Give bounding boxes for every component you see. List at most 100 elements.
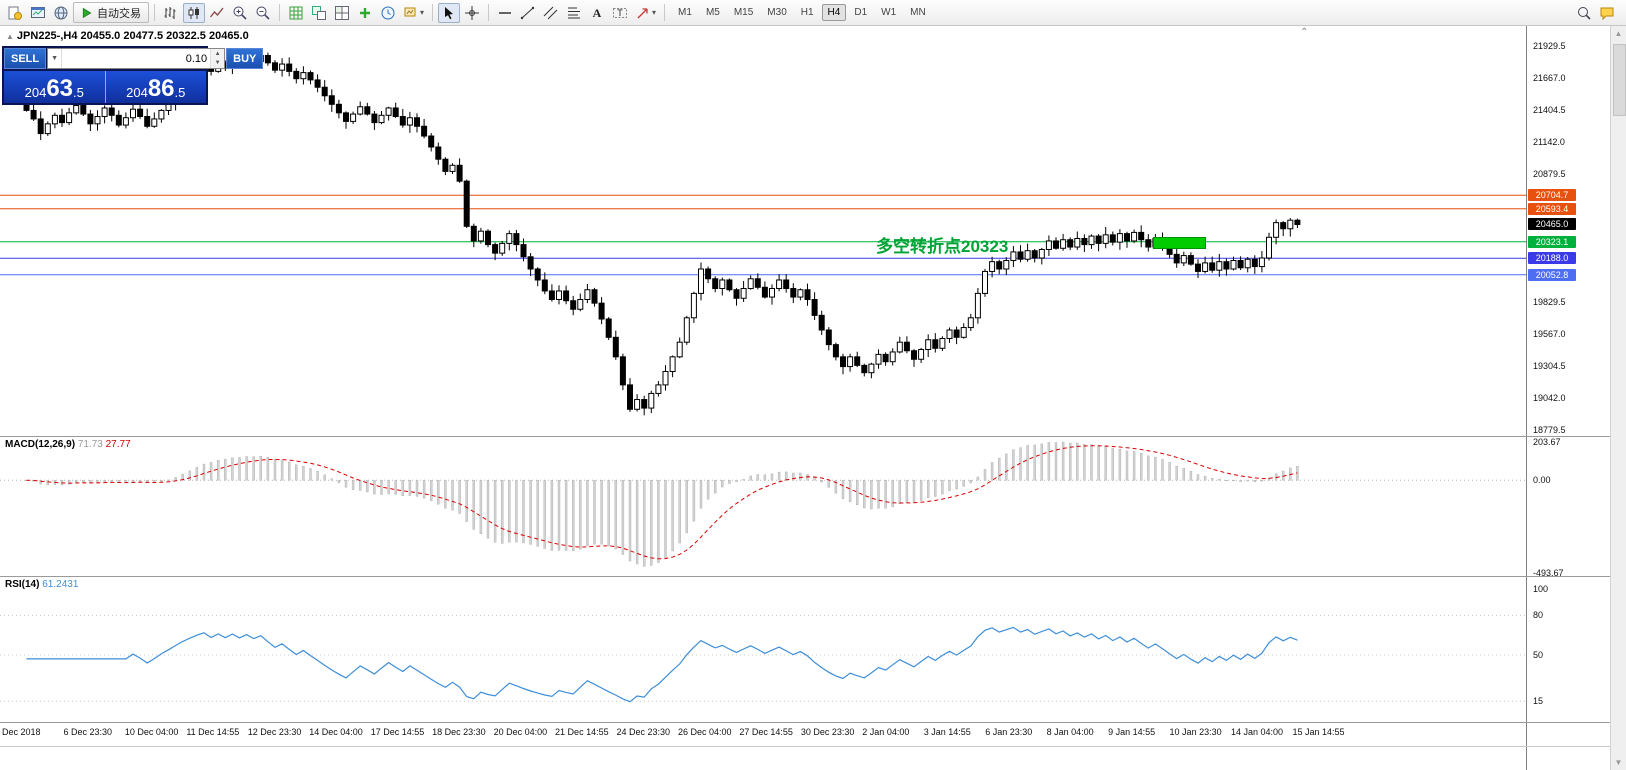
crosshair-icon bbox=[465, 5, 480, 20]
time-label: 20 Dec 04:00 bbox=[493, 727, 548, 737]
chart-annotation-text[interactable]: 多空转折点20323 bbox=[876, 237, 1009, 256]
new-chart-button[interactable] bbox=[27, 3, 49, 23]
text-button[interactable]: A bbox=[586, 3, 608, 23]
bar-chart-button[interactable] bbox=[160, 3, 182, 23]
timeframe-m15[interactable]: M15 bbox=[733, 7, 754, 18]
scrollbar-thumb[interactable] bbox=[1613, 44, 1626, 116]
time-label: 18 Dec 23:30 bbox=[432, 727, 486, 737]
algo-trading-label: 自动交易 bbox=[97, 7, 141, 20]
volume-dropdown-icon[interactable]: ▼ bbox=[48, 49, 63, 68]
volume-input[interactable] bbox=[62, 49, 211, 68]
price-chart-canvas[interactable] bbox=[0, 26, 1526, 436]
toolbar-separator bbox=[488, 4, 490, 21]
collapse-header-icon[interactable]: ▲ bbox=[6, 32, 14, 41]
period-button[interactable] bbox=[377, 3, 399, 23]
toolbar-separator bbox=[432, 4, 434, 21]
timeframe-d1[interactable]: D1 bbox=[854, 7, 868, 18]
svg-text:T: T bbox=[617, 8, 623, 18]
price-scale[interactable]: 21929.5 21667.0 21404.5 21142.0 20879.5 19829… bbox=[1526, 26, 1610, 770]
rsi-chart-canvas[interactable] bbox=[0, 577, 1526, 722]
candlestick-chart-button[interactable] bbox=[183, 2, 205, 23]
macd-name: MACD(12,26,9) bbox=[5, 439, 76, 450]
arrange-windows-icon bbox=[335, 5, 349, 20]
algo-trading-button[interactable]: 自动交易 bbox=[73, 2, 149, 23]
price-tick: 19829.5 bbox=[1533, 296, 1566, 307]
sell-button[interactable]: SELL bbox=[4, 48, 47, 69]
highlight-rectangle[interactable] bbox=[1153, 237, 1206, 249]
macd-tick: -493.67 bbox=[1533, 567, 1564, 578]
buy-price[interactable]: 204 86.5 bbox=[126, 75, 186, 102]
cursor-button[interactable] bbox=[438, 2, 461, 23]
candles-layer bbox=[23, 50, 1301, 416]
pane-divider-rsi[interactable] bbox=[0, 576, 1610, 577]
crosshair-button[interactable] bbox=[461, 3, 483, 23]
rsi-value: 61.2431 bbox=[42, 579, 79, 590]
time-label: 10 Jan 23:30 bbox=[1169, 727, 1222, 737]
cursor-icon bbox=[445, 6, 454, 19]
zoom-out-button[interactable] bbox=[252, 3, 274, 23]
timeframe-m5[interactable]: M5 bbox=[705, 7, 720, 18]
tile-windows-button[interactable] bbox=[308, 3, 330, 23]
svg-text:A: A bbox=[593, 6, 602, 20]
equidistant-channel-button[interactable] bbox=[540, 3, 562, 23]
price-badge: 20465.0 bbox=[1528, 218, 1576, 231]
line-chart-icon bbox=[209, 7, 224, 17]
macd-tick: 0.00 bbox=[1533, 475, 1551, 486]
globe-icon bbox=[54, 6, 68, 19]
line-chart-button[interactable] bbox=[206, 3, 228, 23]
time-label: 14 Dec 04:00 bbox=[309, 727, 363, 737]
volume-spinner: ▲ ▼ bbox=[210, 49, 225, 68]
arrange-windows-button[interactable] bbox=[331, 3, 353, 23]
community-button[interactable] bbox=[1596, 3, 1618, 23]
new-chart-icon bbox=[31, 6, 45, 18]
add-window-button[interactable] bbox=[354, 3, 376, 23]
timeframe-m1[interactable]: M1 bbox=[678, 7, 692, 18]
time-label: 3 Jan 14:55 bbox=[923, 727, 971, 737]
macd-chart-canvas[interactable] bbox=[0, 437, 1526, 576]
text-label-button[interactable]: T bbox=[609, 3, 631, 23]
sell-price[interactable]: 204 63.5 bbox=[24, 75, 84, 102]
rsi-line bbox=[26, 626, 1298, 703]
new-order-button[interactable] bbox=[4, 3, 26, 23]
vertical-scrollbar[interactable]: ▲ ▼ bbox=[1610, 26, 1626, 770]
time-label: 8 Jan 04:00 bbox=[1046, 727, 1094, 737]
macd-signal-value: 27.77 bbox=[105, 439, 131, 450]
fibonacci-button[interactable] bbox=[563, 3, 585, 23]
timeframe-mn[interactable]: MN bbox=[910, 7, 926, 18]
time-label: 2 Jan 04:00 bbox=[862, 727, 910, 737]
volume-down-icon[interactable]: ▼ bbox=[211, 58, 225, 68]
volume-up-icon[interactable]: ▲ bbox=[211, 49, 225, 59]
rsi-name: RSI(14) bbox=[5, 579, 40, 590]
macd-main-value: 71.73 bbox=[77, 439, 103, 450]
scroll-down-icon[interactable]: ▼ bbox=[1614, 758, 1623, 767]
objects-button[interactable]: ▾ bbox=[400, 3, 427, 23]
price-badge: 20704.7 bbox=[1528, 189, 1576, 202]
time-label: 17 Dec 14:55 bbox=[370, 727, 425, 737]
text-icon: A bbox=[593, 6, 602, 20]
toolbar-separator bbox=[279, 4, 280, 21]
bar-chart-icon bbox=[164, 6, 176, 19]
buy-button[interactable]: BUY bbox=[226, 48, 264, 69]
trendline-button[interactable] bbox=[517, 3, 539, 23]
pane-divider-macd[interactable] bbox=[0, 436, 1610, 437]
horizontal-line-button[interactable] bbox=[494, 3, 516, 23]
scroll-up-icon[interactable]: ▲ bbox=[1614, 29, 1623, 38]
grid-button[interactable] bbox=[285, 3, 307, 23]
dropdown-caret-icon: ▾ bbox=[652, 8, 657, 17]
time-label: 6 Dec 23:30 bbox=[63, 727, 112, 737]
objects-icon bbox=[404, 7, 416, 16]
timeframe-h1[interactable]: H1 bbox=[800, 7, 814, 18]
time-label: 24 Dec 23:30 bbox=[616, 727, 671, 737]
timeframe-h4[interactable]: H4 bbox=[821, 4, 847, 21]
time-label: 14 Jan 04:00 bbox=[1231, 727, 1284, 737]
time-axis-divider bbox=[0, 722, 1610, 723]
time-axis[interactable]: Dec 2018 6 Dec 23:30 10 Dec 04:00 11 Dec 14… bbox=[0, 723, 1610, 746]
timeframe-w1[interactable]: W1 bbox=[881, 7, 897, 18]
chevron-up-icon[interactable]: ⌃ bbox=[1300, 27, 1309, 38]
profiles-button[interactable] bbox=[50, 3, 72, 23]
timeframe-m30[interactable]: M30 bbox=[767, 7, 787, 18]
price-tick: 20879.5 bbox=[1533, 168, 1566, 179]
arrow-objects-button[interactable]: ▾ bbox=[632, 3, 659, 23]
zoom-in-button[interactable] bbox=[229, 3, 251, 23]
search-button[interactable] bbox=[1573, 3, 1595, 23]
